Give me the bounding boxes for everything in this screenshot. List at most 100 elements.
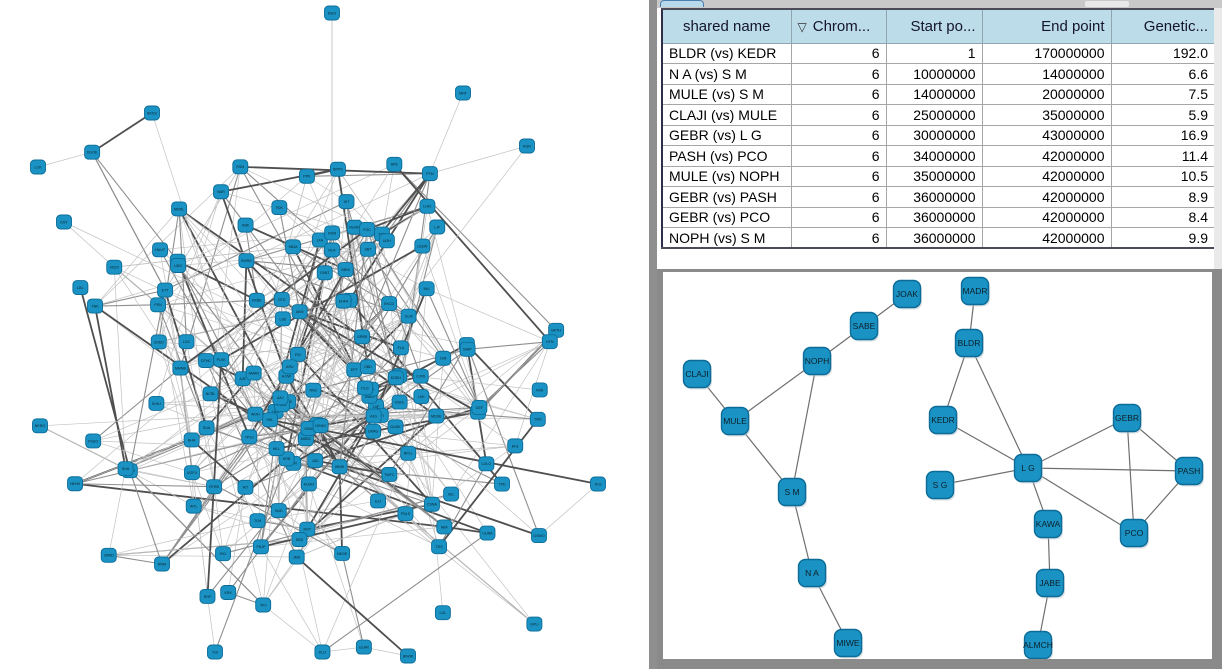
node-shape[interactable] [541, 334, 558, 350]
network-node[interactable]: RGF [199, 588, 216, 604]
node-shape[interactable] [198, 420, 215, 436]
network-node[interactable]: LGL [434, 605, 451, 621]
network-node[interactable]: BIWW [400, 648, 416, 664]
network-node[interactable]: RNC [305, 382, 322, 398]
node-shape[interactable] [419, 198, 436, 214]
network-node[interactable]: DGOE [84, 144, 101, 160]
node-shape[interactable] [954, 328, 984, 358]
network-node[interactable]: TLM [249, 513, 266, 529]
node-shape[interactable] [171, 201, 188, 217]
network-node[interactable]: EPT [346, 362, 363, 378]
table-cell[interactable]: 6 [790, 104, 887, 126]
network-node[interactable]: KKBE [248, 292, 265, 308]
node-gebr[interactable]: GEBR [1112, 403, 1143, 434]
node-sabe[interactable]: SABE [849, 311, 880, 342]
node-shape[interactable] [370, 493, 387, 509]
node-shape[interactable] [152, 242, 169, 258]
node-shape[interactable] [431, 539, 448, 555]
node-shape[interactable] [312, 418, 329, 434]
node-shape[interactable] [232, 159, 249, 175]
network-node[interactable]: RLR [324, 242, 340, 258]
node-shape[interactable] [241, 429, 258, 445]
network-node[interactable]: FSUO [85, 433, 102, 449]
node-shape[interactable] [215, 546, 231, 562]
node-shape[interactable] [507, 438, 524, 454]
network-node[interactable]: KLO [314, 644, 331, 660]
node-shape[interactable] [418, 281, 435, 297]
network-node[interactable]: TPJ [255, 597, 272, 613]
node-shape[interactable] [290, 346, 306, 362]
table-cell[interactable]: MULE (vs) NOPH [661, 165, 792, 187]
node-shape[interactable] [206, 479, 223, 495]
node-shape[interactable] [435, 350, 452, 366]
node-shape[interactable] [413, 389, 430, 405]
network-node[interactable]: EKCD [381, 296, 398, 312]
network-node[interactable]: LJF [429, 219, 446, 235]
node-shape[interactable] [519, 138, 535, 154]
network-node[interactable]: FOC [359, 222, 376, 237]
table-cell[interactable]: 6 [790, 42, 887, 64]
node-shape[interactable] [387, 370, 404, 386]
network-node[interactable]: EHFA [335, 293, 352, 309]
node-shape[interactable] [117, 461, 134, 477]
node-shape[interactable] [414, 238, 431, 254]
node-shape[interactable] [412, 368, 429, 384]
node-shape[interactable] [100, 547, 117, 563]
network-node[interactable]: INU [418, 281, 435, 297]
node-shape[interactable] [248, 292, 265, 308]
table-cell[interactable]: 6 [790, 165, 887, 187]
table-cell[interactable]: 6 [790, 206, 887, 228]
node-shape[interactable] [198, 353, 214, 369]
network-edge-PCO-L G[interactable] [1027, 467, 1135, 534]
network-node[interactable]: LOC [178, 334, 195, 350]
table-cell[interactable]: 43000000 [981, 124, 1112, 146]
large-network-canvas[interactable]: EPTLEEWHUUTEKCDTLNLFAJMSPPKTPDSWRGDKRGLJ… [0, 0, 649, 669]
network-node[interactable]: TWFC [381, 466, 398, 482]
node-joak[interactable]: JOAK [892, 279, 923, 310]
network-node[interactable]: OBD [359, 359, 376, 375]
network-node[interactable]: PLKK [213, 352, 230, 368]
network-node[interactable]: ARU [281, 359, 298, 375]
network-edge-GEBR-L G[interactable] [1027, 417, 1128, 469]
network-edge-PASH-L G[interactable] [1027, 467, 1190, 472]
table-cell[interactable]: 25000000 [885, 104, 983, 126]
network-node[interactable]: BBNI [337, 262, 354, 278]
node-shape[interactable] [360, 241, 376, 257]
node-shape[interactable] [1119, 518, 1149, 548]
node-almch[interactable]: ALMCH [1023, 630, 1053, 660]
node-shape[interactable] [300, 476, 317, 492]
network-node[interactable]: AAJ [272, 390, 289, 406]
node-shape[interactable] [400, 308, 417, 324]
node-shape[interactable] [777, 477, 807, 507]
network-node[interactable]: EJJ [370, 493, 387, 509]
table-cell[interactable]: 6 [790, 145, 887, 167]
node-shape[interactable] [359, 359, 376, 375]
node-shape[interactable] [531, 382, 548, 398]
node-shape[interactable] [471, 399, 488, 415]
node-shape[interactable] [892, 279, 922, 309]
node-shape[interactable] [1033, 509, 1063, 539]
table-cell[interactable]: 35000000 [885, 165, 983, 187]
table-cell[interactable]: 1 [885, 42, 983, 64]
node-shape[interactable] [85, 433, 102, 449]
node-shape[interactable] [833, 628, 863, 658]
node-shape[interactable] [1035, 568, 1065, 598]
node-shape[interactable] [1013, 453, 1043, 483]
network-node[interactable]: SHKJ [148, 395, 165, 411]
node-shape[interactable] [150, 334, 167, 350]
network-node[interactable]: GUGK [387, 419, 404, 435]
network-node[interactable]: JAD [307, 453, 324, 469]
network-node[interactable]: LKK [413, 389, 430, 405]
node-shape[interactable] [72, 280, 89, 296]
table-cell[interactable]: 6 [790, 83, 887, 105]
node-shape[interactable] [1112, 403, 1142, 433]
table-cell[interactable]: 36000000 [885, 227, 983, 249]
network-node[interactable]: TPD [494, 476, 510, 492]
table-cell[interactable]: 20000000 [981, 83, 1112, 105]
network-node[interactable]: WTL [185, 498, 202, 514]
table-cell[interactable]: 9.9 [1110, 227, 1216, 249]
table-cell[interactable]: 8.9 [1110, 186, 1216, 208]
node-jabe[interactable]: JABE [1035, 568, 1066, 599]
table-cell[interactable]: 42000000 [981, 145, 1112, 167]
table-cell[interactable]: 36000000 [885, 206, 983, 228]
